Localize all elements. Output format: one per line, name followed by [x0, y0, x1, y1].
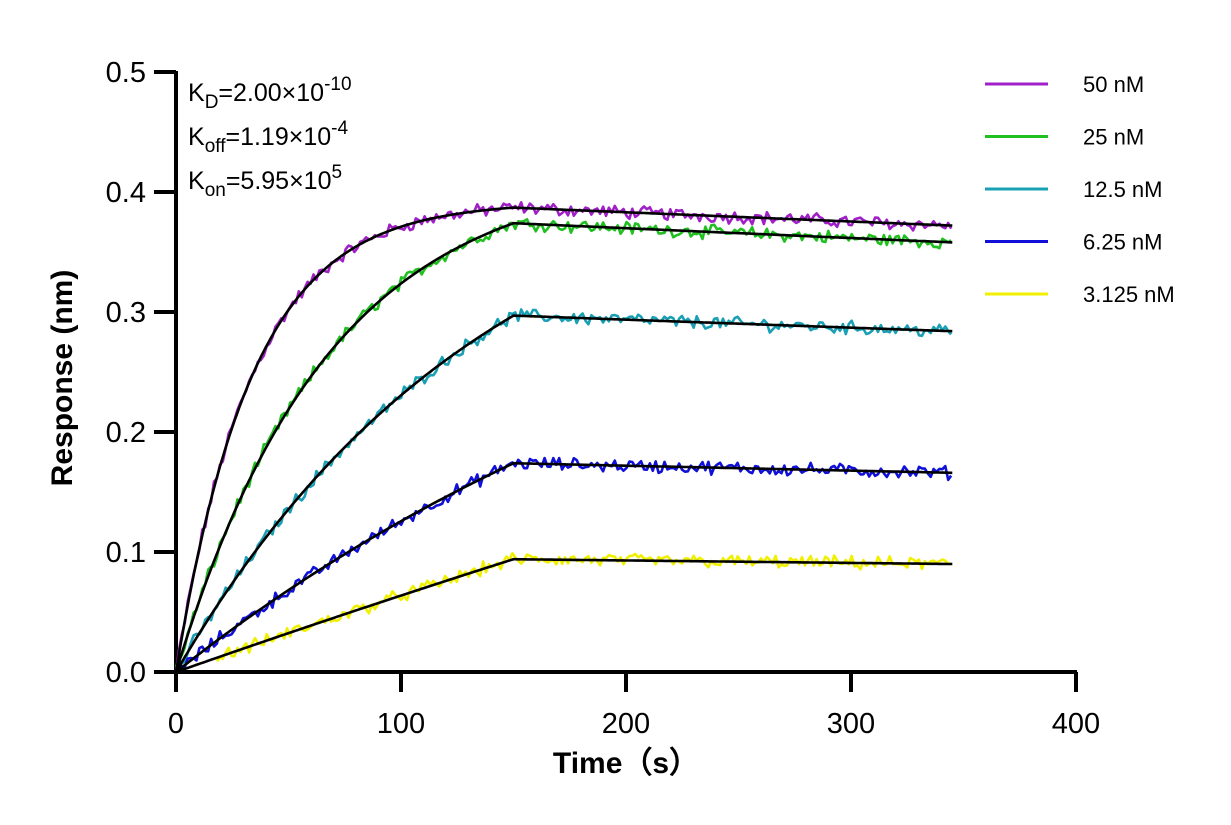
series-3-125-nM-fit — [175, 557, 953, 674]
kinetic-constants: KD=2.00×10-10 Koff=1.19×10-4 Kon=5.95×105 — [188, 74, 352, 201]
axes: 0 100 200 300 400 0.0 0.1 0.2 0.3 0.4 0.5 — [106, 57, 1101, 740]
legend-label: 12.5 nM — [1083, 177, 1163, 202]
x-tick-label: 100 — [377, 708, 425, 740]
series-6-25-nM-fit — [175, 461, 953, 674]
series-25-nM-data — [174, 218, 952, 668]
series-50-nM-data — [174, 201, 953, 672]
series-3-125-nM-data — [215, 552, 952, 663]
series-6-25-nM-data — [175, 456, 953, 673]
y-tick-label: 0.2 — [106, 417, 146, 449]
series-12-5-nM-data — [174, 308, 953, 673]
x-tick-label: 400 — [1052, 708, 1100, 740]
x-tick-label: 0 — [168, 708, 184, 740]
legend: 50 nM 25 nM 12.5 nM 6.25 nM 3.125 nM — [985, 72, 1175, 307]
legend-label: 3.125 nM — [1083, 282, 1175, 307]
y-tick-label: 0.3 — [106, 297, 146, 329]
series-50-nM-fit — [174, 206, 953, 673]
kinetic-constant: KD=2.00×10-10 — [188, 74, 352, 113]
series-25-nM-fit — [174, 221, 953, 673]
y-tick-label: 0.4 — [106, 177, 146, 209]
y-axis-title: Response (nm) — [46, 270, 79, 487]
kinetic-constant: Koff=1.19×10-4 — [188, 118, 348, 157]
curves — [174, 201, 953, 674]
x-tick-label: 300 — [827, 708, 875, 740]
legend-label: 50 nM — [1083, 72, 1144, 97]
legend-label: 6.25 nM — [1083, 230, 1163, 255]
y-tick-label: 0.1 — [106, 537, 146, 569]
x-tick-label: 200 — [602, 708, 650, 740]
y-tick-label: 0.0 — [106, 657, 146, 689]
legend-label: 25 nM — [1083, 125, 1144, 150]
y-tick-label: 0.5 — [106, 57, 146, 89]
series-12-5-nM-fit — [174, 314, 953, 673]
x-axis-title: Time（s） — [553, 746, 699, 780]
kinetic-constant: Kon=5.95×105 — [188, 162, 342, 201]
